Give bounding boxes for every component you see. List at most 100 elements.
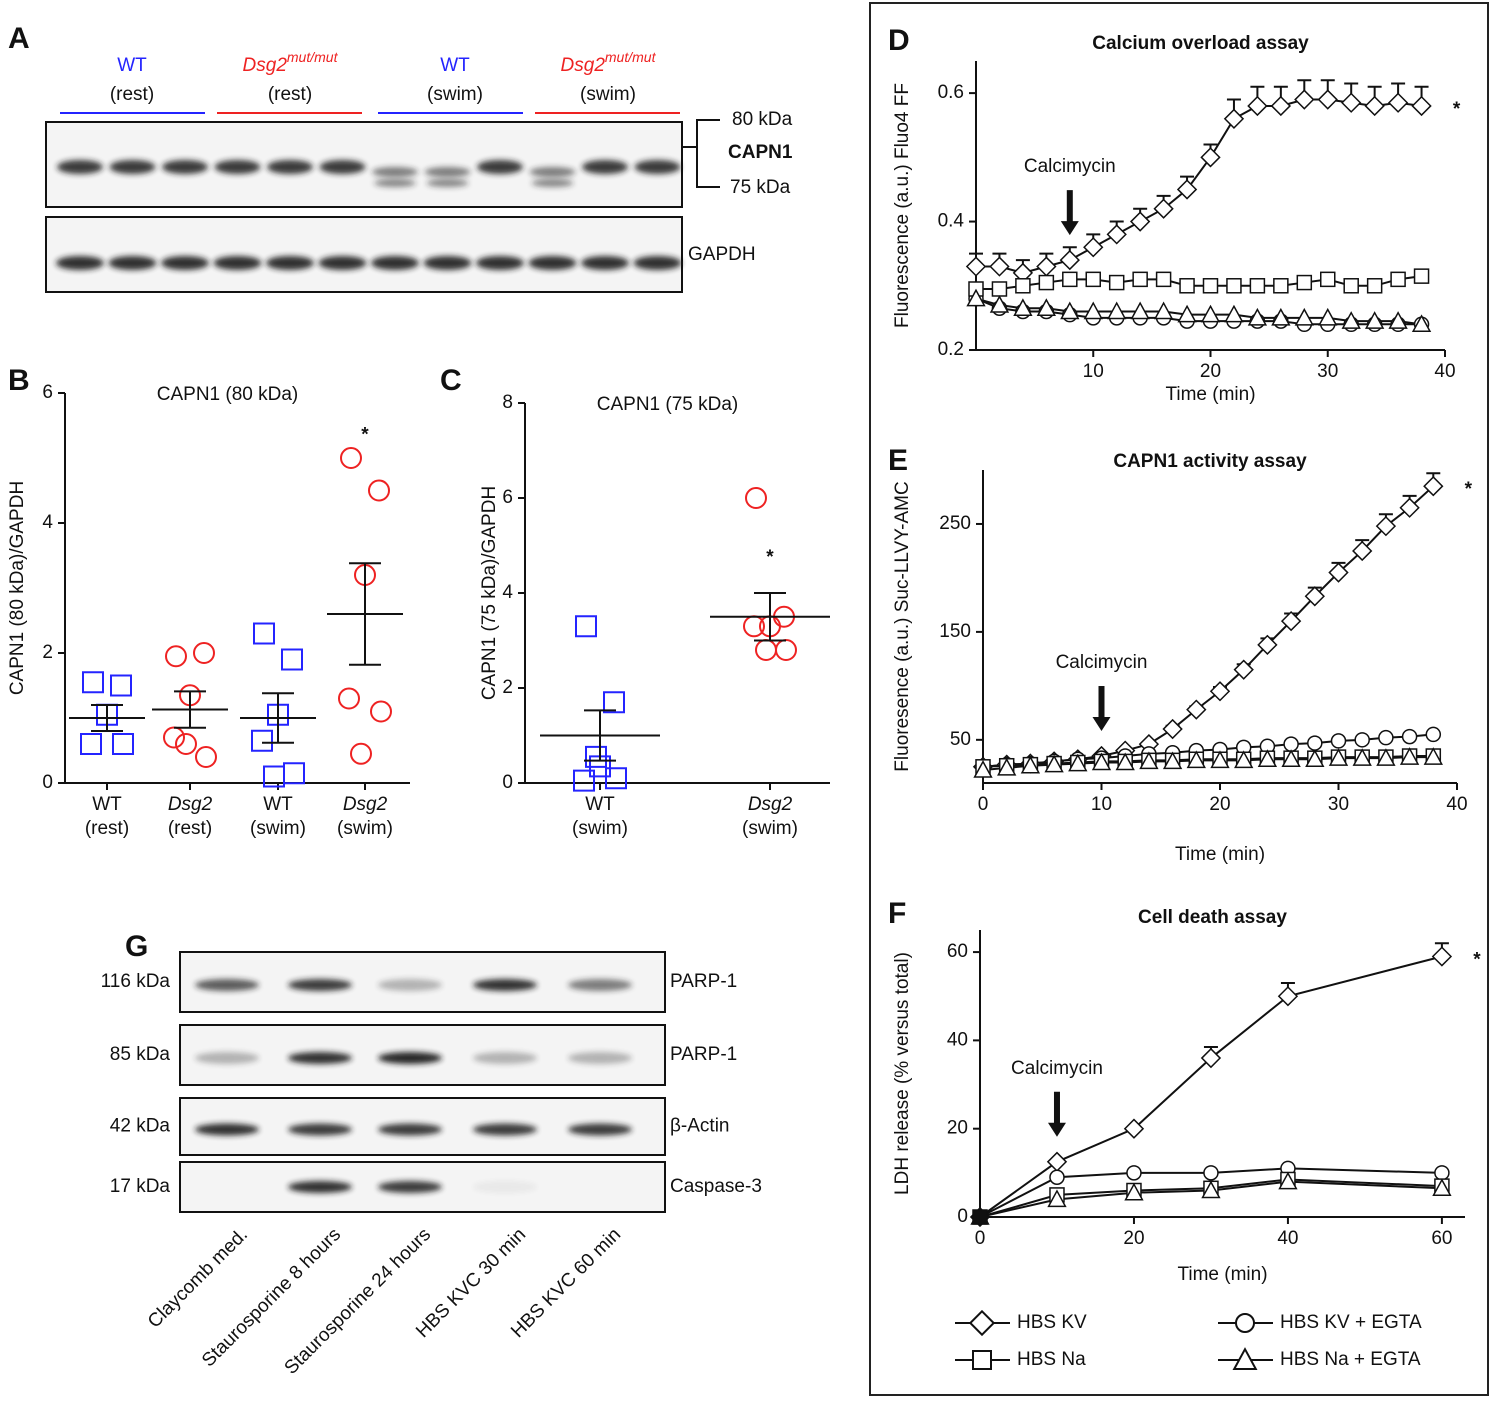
marker xyxy=(997,757,1017,776)
marker xyxy=(1162,718,1183,740)
chart-title: Calcium overload assay xyxy=(1092,33,1309,54)
marker xyxy=(1278,1171,1298,1190)
marker xyxy=(1401,728,1418,745)
blot-band xyxy=(374,179,416,187)
marker xyxy=(1132,271,1148,288)
group-label: WT xyxy=(117,55,147,76)
marker xyxy=(1411,314,1432,333)
series-line xyxy=(982,485,1434,768)
marker xyxy=(1177,304,1197,323)
marker xyxy=(195,746,217,768)
blot-band xyxy=(634,160,681,174)
marker xyxy=(1330,733,1347,749)
x-tick-label: (swim) xyxy=(337,818,393,839)
marker xyxy=(1352,748,1372,766)
marker xyxy=(163,726,185,749)
y-axis-label: CAPN1 (75 kDa)/GAPDH xyxy=(479,486,500,700)
group-name: Dsg2 xyxy=(243,55,288,76)
y-tick-label: 6 xyxy=(502,487,513,508)
marker xyxy=(1226,278,1242,294)
marker xyxy=(1281,749,1301,768)
legend-label: HBS KV + EGTA xyxy=(1280,1312,1422,1333)
group-name: WT xyxy=(117,55,147,76)
marker xyxy=(1124,1182,1144,1201)
marker xyxy=(1294,307,1314,326)
marker xyxy=(1387,92,1409,113)
x-tick-label: 10 xyxy=(1083,361,1104,382)
marker xyxy=(605,767,627,790)
x-tick-label: (rest) xyxy=(168,818,212,839)
x-tick-label: WT xyxy=(585,794,615,815)
group-name: WT xyxy=(440,55,470,76)
blot-band xyxy=(195,1052,259,1064)
y-tick-label: 8 xyxy=(502,392,513,413)
y-tick-label: 4 xyxy=(42,512,53,533)
blot-band xyxy=(372,167,418,177)
marker xyxy=(1059,249,1080,271)
marker xyxy=(1203,1165,1219,1181)
marker xyxy=(1139,751,1159,770)
blot-band xyxy=(476,256,524,270)
y-tick-label: 40 xyxy=(947,1029,968,1050)
protein-label: Caspase-3 xyxy=(670,1176,762,1197)
blot-band xyxy=(288,1123,352,1136)
blot-band xyxy=(57,160,103,174)
marker xyxy=(1343,278,1359,294)
blot-band xyxy=(378,979,442,991)
blot-band xyxy=(371,256,419,270)
marker xyxy=(1200,304,1221,323)
marker xyxy=(1234,750,1254,769)
blot-band xyxy=(318,256,367,270)
y-tick-label: 250 xyxy=(939,513,971,534)
marker xyxy=(1013,298,1033,317)
marker xyxy=(1352,540,1373,562)
marker xyxy=(1375,515,1397,537)
x-tick-label: 10 xyxy=(1091,794,1112,815)
marker xyxy=(1354,732,1370,748)
blot-band xyxy=(531,179,574,187)
blot-band xyxy=(473,1123,537,1136)
blot-band xyxy=(378,1123,442,1136)
y-tick-label: 0 xyxy=(42,772,53,793)
x-tick-label: 0 xyxy=(975,1228,986,1249)
marker xyxy=(1399,747,1420,765)
panel-label: G xyxy=(125,930,148,963)
arrow-head xyxy=(1047,1122,1066,1137)
marker xyxy=(340,447,362,469)
lane-label: Claycomb med. xyxy=(144,1224,252,1332)
marker xyxy=(283,762,305,785)
y-tick-label: 0 xyxy=(957,1206,968,1227)
marker xyxy=(1328,562,1349,583)
target-label: CAPN1 xyxy=(728,142,793,163)
x-axis-label: Time (min) xyxy=(1177,1264,1267,1285)
marker xyxy=(1280,610,1302,632)
x-tick-label: WT xyxy=(263,794,293,815)
group-condition: (swim) xyxy=(427,84,483,105)
panel-label: A xyxy=(8,22,30,55)
size-label: 116 kDa xyxy=(101,971,171,992)
blot-band xyxy=(529,167,576,177)
marker xyxy=(1341,311,1361,329)
marker xyxy=(1201,1180,1221,1199)
blot-band xyxy=(288,1052,352,1064)
marker xyxy=(1068,753,1088,772)
marker xyxy=(1376,748,1396,766)
marker xyxy=(1271,307,1291,326)
marker xyxy=(1423,476,1444,497)
series-line xyxy=(979,1167,1442,1218)
x-tick-label: (swim) xyxy=(572,818,628,839)
blot-band xyxy=(423,256,472,270)
blot-band xyxy=(109,160,156,174)
group-sup: mut/mut xyxy=(605,49,657,65)
legend-label: HBS Na + EGTA xyxy=(1280,1349,1421,1370)
marker xyxy=(110,674,132,697)
marker xyxy=(1341,92,1362,113)
bracket xyxy=(683,119,720,188)
marker xyxy=(1232,1347,1258,1370)
marker xyxy=(1202,278,1219,294)
blot-band xyxy=(568,979,632,991)
blot-band xyxy=(195,979,259,991)
y-tick-label: 50 xyxy=(950,729,971,750)
blot-band xyxy=(162,160,208,174)
marker xyxy=(968,1309,996,1337)
